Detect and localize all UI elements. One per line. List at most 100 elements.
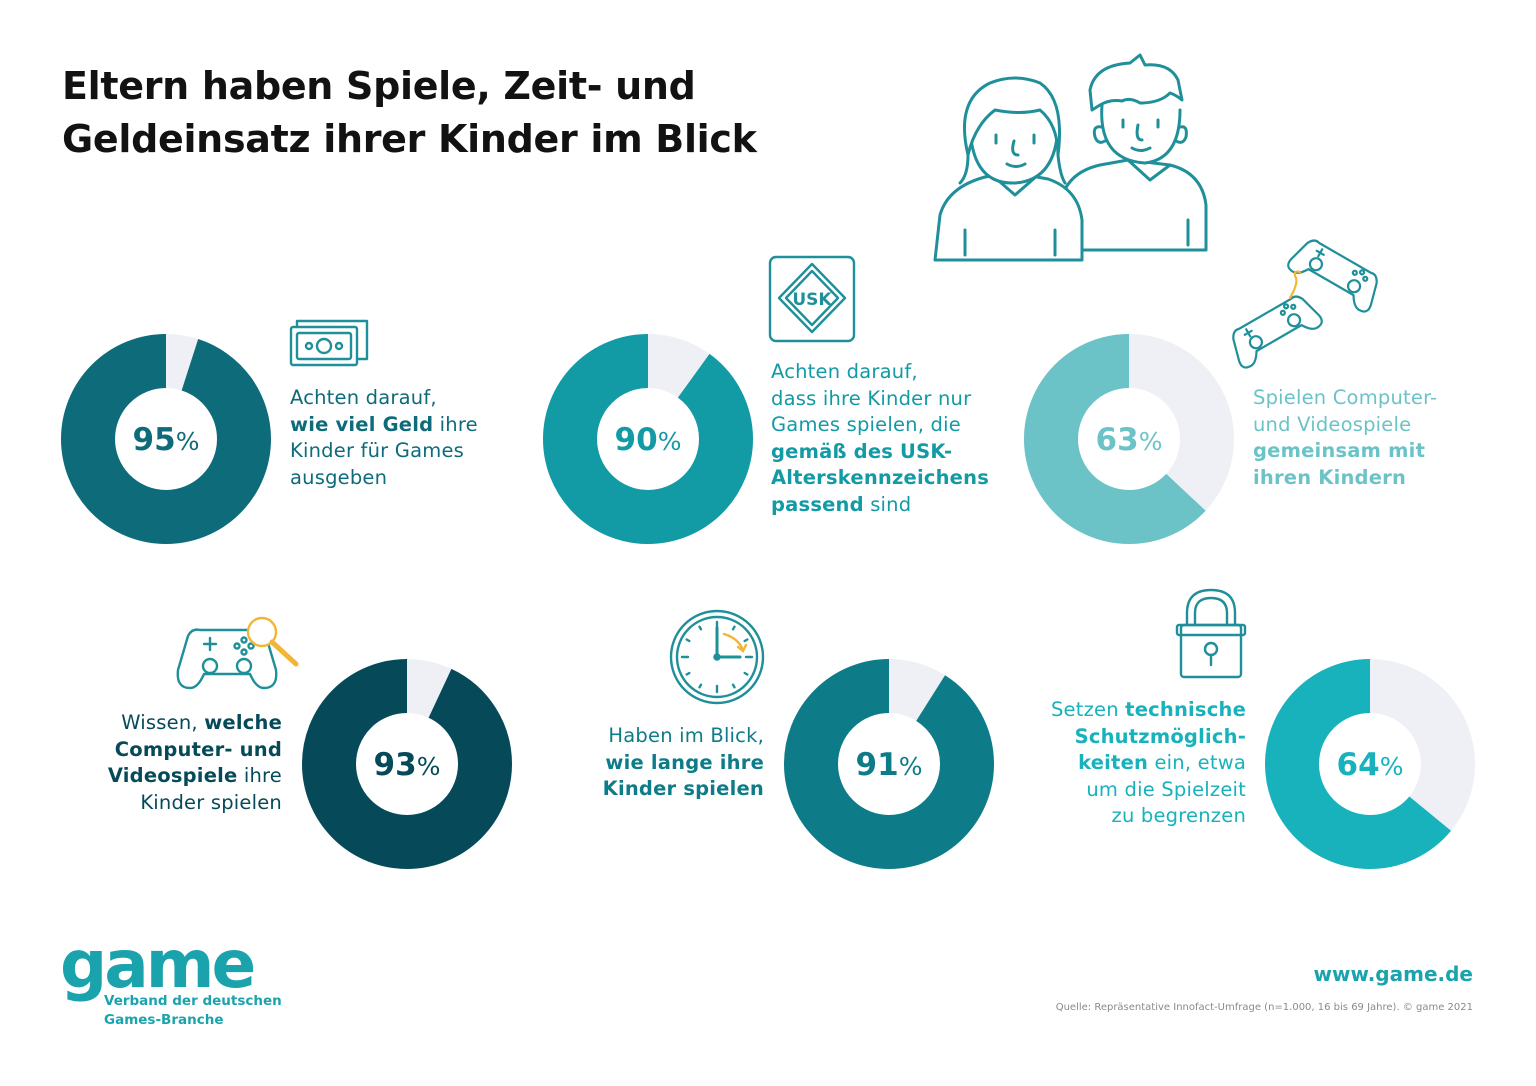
description-line: dass ihre Kinder nur [771, 386, 989, 413]
description-line: um die Spielzeit [1051, 777, 1246, 804]
donut-chart-5: 91% [784, 659, 994, 869]
description-3: Spielen Computer-und Videospiele gemeinsa… [1253, 385, 1437, 491]
usk-label-icon: USK [768, 255, 856, 343]
description-1: Achten darauf, wie viel Geld ihre Kinder f… [290, 385, 478, 491]
description-text: Achten darauf, [771, 360, 918, 383]
description-text: Haben im Blick, [608, 724, 764, 747]
website-link[interactable]: www.game.de [1313, 962, 1473, 986]
donut-chart-3: 63% [1024, 334, 1234, 544]
description-line: Spielen Computer- [1253, 385, 1437, 412]
description-text: Setzen [1050, 698, 1126, 721]
game-logo: game [60, 926, 256, 1003]
donut-value-label: 64% [1337, 747, 1404, 783]
description-bold-text: gemäß des USK- [771, 439, 953, 463]
donut-value-label: 91% [856, 747, 923, 783]
description-bold-text: welche [204, 711, 282, 734]
description-bold-text: Computer- und [114, 737, 282, 761]
donut-value: 63 [1096, 422, 1139, 458]
description-line: Kinder für Games [290, 438, 478, 465]
donut-unit: % [899, 752, 923, 781]
donut-slice [1265, 659, 1475, 869]
donut-slice [1024, 334, 1234, 544]
description-line: gemeinsam mit [1253, 438, 1437, 465]
donut-chart-1: 95% [61, 334, 271, 544]
usk-text: USK [792, 290, 832, 310]
description-line: gemäß des USK- [771, 439, 989, 466]
donut-value: 64 [1337, 747, 1380, 783]
description-bold-text: wie viel Geld [290, 412, 434, 436]
description-line: und Videospiele [1253, 412, 1437, 439]
donut-value-label: 93% [374, 747, 441, 783]
description-text: Wissen, [121, 711, 205, 734]
description-line: Kinder spielen [603, 776, 764, 803]
description-text: ausgeben [290, 465, 388, 489]
donut-slice [61, 334, 271, 544]
donut-unit: % [1139, 427, 1163, 456]
description-line: Alterskennzeichens [771, 465, 989, 492]
title-line-2: Geldeinsatz ihrer Kinder im Blick [62, 117, 757, 161]
donut-value-label: 90% [615, 422, 682, 458]
description-line: Wissen, welche [108, 710, 282, 737]
description-4: Wissen, welche Computer- und Videospiele i… [108, 710, 282, 816]
description-bold-text: passend [771, 492, 864, 516]
description-bold-text: Schutzmöglich- [1074, 724, 1246, 748]
description-bold-text: wie lange ihre [605, 750, 764, 774]
description-text: sind [863, 492, 912, 516]
donut-unit: % [658, 427, 682, 456]
description-line: passend sind [771, 492, 989, 519]
description-line: Videospiele ihre [108, 763, 282, 790]
description-line: keiten ein, etwa [1051, 750, 1246, 777]
padlock-icon [1175, 588, 1247, 679]
donut-value: 93 [374, 747, 417, 783]
description-bold-text: Videospiele [107, 764, 238, 787]
clock-icon [669, 609, 765, 705]
description-text: Kinder für Games [290, 439, 465, 462]
description-bold-text: ihren Kindern [1253, 465, 1407, 489]
donut-slice [543, 334, 753, 544]
donut-slice [784, 659, 994, 869]
description-2: Achten darauf, dass ihre Kinder nur Games … [771, 359, 989, 518]
donut-chart-2: 90% [543, 334, 753, 544]
description-text: Achten darauf, [290, 386, 437, 409]
description-line: Achten darauf, [290, 385, 478, 412]
description-bold-text: Kinder spielen [602, 777, 764, 800]
description-line: Games spielen, die [771, 412, 989, 439]
description-line: ihren Kindern [1253, 465, 1437, 492]
description-text: Spielen Computer- [1253, 386, 1438, 409]
description-line: Schutzmöglich- [1051, 724, 1246, 751]
donut-value: 90 [615, 422, 658, 458]
logo-subtitle-line-1: Verband der deutschen [104, 993, 282, 1009]
description-line: wie viel Geld ihre [290, 412, 478, 439]
description-bold-text: technische [1125, 698, 1246, 721]
donut-chart-6: 64% [1265, 659, 1475, 869]
logo-subtitle-line-2: Games-Branche [104, 1012, 224, 1028]
title-line-1: Eltern haben Spiele, Zeit- und [62, 64, 696, 108]
donut-chart-4: 93% [302, 659, 512, 869]
description-text: Kinder spielen [140, 790, 282, 814]
donut-value-label: 63% [1096, 422, 1163, 458]
description-6: Setzen technische Schutzmöglich-keiten ei… [1051, 697, 1246, 830]
description-text: und Videospiele [1253, 412, 1412, 436]
donut-unit: % [1380, 752, 1404, 781]
two-controllers-icon [1232, 239, 1378, 369]
donut-value-label: 95% [133, 422, 200, 458]
source-note: Quelle: Repräsentative Innofact-Umfrage … [1055, 1002, 1473, 1013]
money-bill-icon [289, 319, 369, 367]
parents-icon [933, 53, 1208, 262]
description-line: Computer- und [108, 737, 282, 764]
description-text: Games spielen, die [771, 413, 961, 436]
page-title: Eltern haben Spiele, Zeit- und Geldeinsa… [62, 60, 822, 166]
description-bold-text: gemeinsam mit [1253, 439, 1426, 462]
description-line: zu begrenzen [1051, 803, 1246, 830]
description-line: ausgeben [290, 465, 478, 492]
description-line: wie lange ihre [603, 750, 764, 777]
description-text: ihre [433, 412, 478, 436]
donut-value: 91 [856, 747, 899, 783]
description-line: Achten darauf, [771, 359, 989, 386]
description-line: Setzen technische [1051, 697, 1246, 724]
description-text: ein, etwa [1148, 751, 1246, 774]
description-line: Haben im Blick, [603, 723, 764, 750]
donut-unit: % [417, 752, 441, 781]
description-text: ihre [237, 764, 282, 787]
description-text: dass ihre Kinder nur [771, 386, 972, 410]
